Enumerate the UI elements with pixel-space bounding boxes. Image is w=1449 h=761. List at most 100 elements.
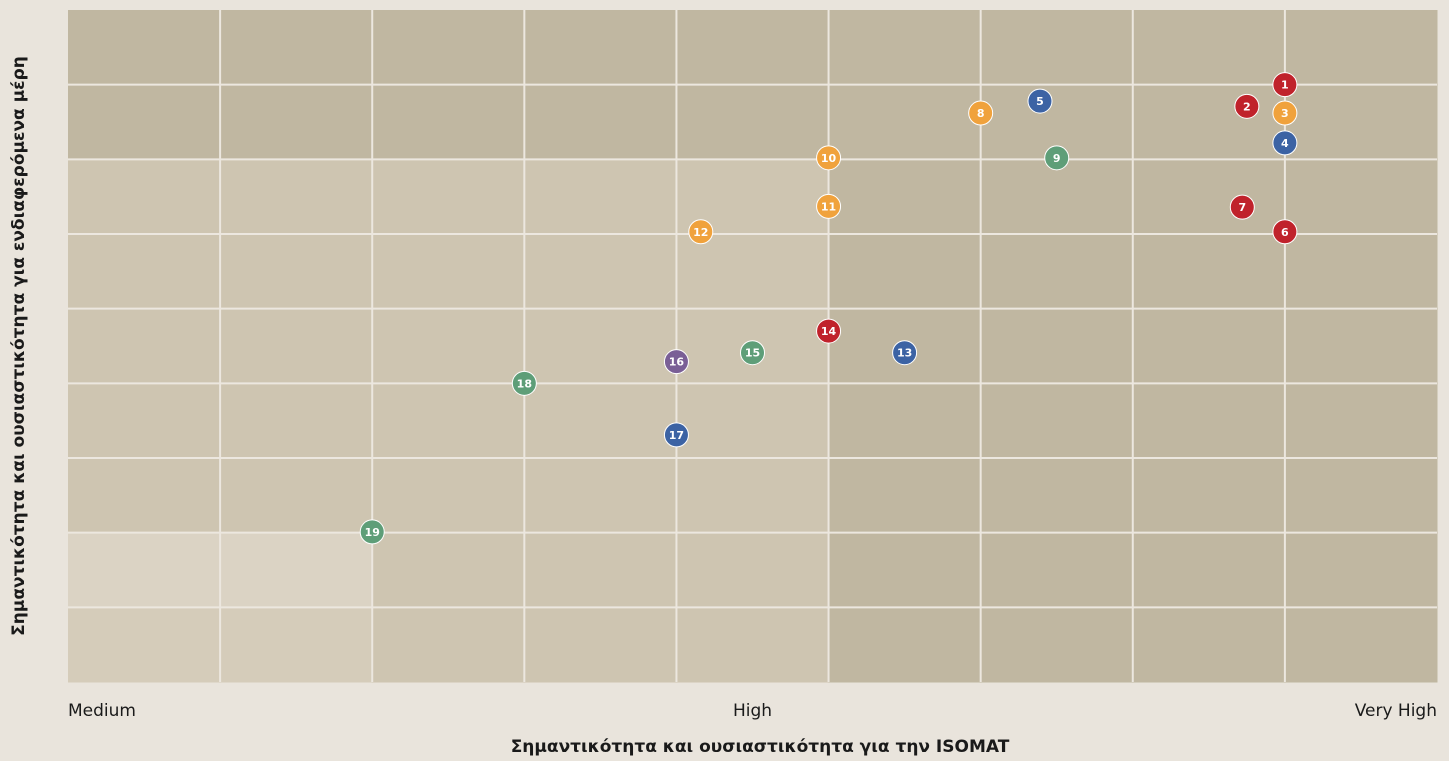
point-label: 4	[1281, 137, 1289, 150]
point-label: 18	[517, 377, 532, 390]
matrix-cell	[1132, 607, 1286, 683]
x-tick-label: Medium	[68, 701, 136, 721]
issue-point: 5	[1027, 88, 1053, 114]
matrix-cell	[1284, 84, 1438, 160]
y-axis-label: Σημαντικότητα και ουσιαστικότητα για ενδ…	[9, 56, 29, 636]
matrix-cell	[828, 84, 982, 160]
matrix-cell	[676, 10, 830, 86]
matrix-cell	[980, 308, 1134, 384]
matrix-cell	[524, 84, 677, 160]
point-label: 6	[1281, 226, 1289, 239]
matrix-cell	[372, 10, 525, 86]
matrix-cell	[828, 234, 982, 310]
matrix-cell	[676, 84, 830, 160]
point-marker	[1272, 130, 1298, 156]
matrix-cell	[980, 10, 1134, 86]
matrix-cell	[676, 532, 830, 608]
matrix-cell	[220, 532, 373, 608]
issue-point: 18	[511, 370, 537, 396]
issue-point: 15	[740, 340, 765, 366]
point-label: 7	[1238, 201, 1246, 214]
point-marker	[688, 219, 714, 245]
matrix-cell	[220, 607, 373, 683]
matrix-cell	[828, 532, 982, 608]
point-marker	[1272, 72, 1298, 98]
matrix-cell	[68, 234, 221, 310]
matrix-cell	[828, 458, 982, 534]
matrix-cell	[828, 607, 982, 683]
matrix-cell	[1132, 308, 1286, 384]
matrix-cell	[524, 159, 677, 235]
point-marker	[663, 349, 689, 375]
x-tick-label: Very High	[1355, 701, 1437, 721]
point-marker	[1044, 145, 1070, 171]
matrix-cell	[524, 458, 677, 534]
matrix-cell	[1284, 532, 1438, 608]
matrix-cell	[676, 607, 830, 683]
matrix-cell	[1284, 383, 1438, 459]
matrix-cell	[980, 159, 1134, 235]
point-label: 14	[821, 325, 837, 338]
point-label: 8	[977, 107, 985, 120]
matrix-cell	[1284, 607, 1438, 683]
matrix-cell	[372, 159, 525, 235]
point-label: 9	[1053, 152, 1061, 165]
matrix-cell	[1132, 532, 1286, 608]
point-marker	[1234, 93, 1260, 119]
matrix-cell	[1284, 159, 1438, 235]
matrix-cell	[676, 234, 830, 310]
point-marker	[892, 340, 918, 366]
point-label: 5	[1036, 95, 1044, 108]
issue-point: 1	[1272, 72, 1298, 98]
issue-point: 12	[688, 219, 714, 245]
matrix-cell	[524, 532, 677, 608]
point-marker	[1272, 100, 1298, 126]
matrix-cell	[220, 84, 373, 160]
matrix-cell	[372, 383, 525, 459]
matrix-cell	[68, 159, 221, 235]
matrix-cell	[68, 607, 221, 683]
point-label: 11	[821, 200, 836, 213]
point-label: 1	[1281, 79, 1289, 92]
point-label: 12	[693, 226, 708, 239]
issue-point: 13	[892, 340, 918, 366]
matrix-cell	[1284, 308, 1438, 384]
matrix-cell	[1284, 234, 1438, 310]
point-label: 16	[669, 356, 685, 369]
matrix-cell	[676, 383, 830, 459]
matrix-cell	[220, 308, 373, 384]
matrix-cell	[68, 308, 221, 384]
matrix-cell	[1132, 458, 1286, 534]
matrix-cell	[68, 458, 221, 534]
matrix-cell	[524, 308, 677, 384]
point-marker	[511, 370, 537, 396]
matrix-cell	[980, 458, 1134, 534]
issue-point: 2	[1234, 93, 1260, 119]
point-marker	[359, 519, 385, 545]
matrix-cell	[220, 159, 373, 235]
matrix-cell	[68, 84, 221, 160]
matrix-cell	[372, 234, 525, 310]
matrix-cell	[980, 532, 1134, 608]
matrix-cell	[676, 458, 830, 534]
matrix-cell	[220, 383, 373, 459]
matrix-cell	[68, 10, 221, 86]
matrix-cell	[220, 234, 373, 310]
matrix-cell	[220, 10, 373, 86]
matrix-cell	[1132, 234, 1286, 310]
point-label: 19	[365, 526, 380, 539]
point-label: 13	[897, 347, 912, 360]
matrix-cell	[372, 607, 525, 683]
point-marker	[1272, 219, 1298, 245]
matrix-cell	[980, 383, 1134, 459]
point-label: 17	[669, 429, 684, 442]
issue-point: 10	[816, 145, 842, 171]
issue-point: 4	[1272, 130, 1298, 156]
matrix-cell	[220, 458, 373, 534]
issue-point: 6	[1272, 219, 1298, 245]
matrix-cell	[828, 159, 982, 235]
matrix-background	[68, 10, 1438, 683]
matrix-cell	[1132, 84, 1286, 160]
matrix-cell	[372, 84, 525, 160]
